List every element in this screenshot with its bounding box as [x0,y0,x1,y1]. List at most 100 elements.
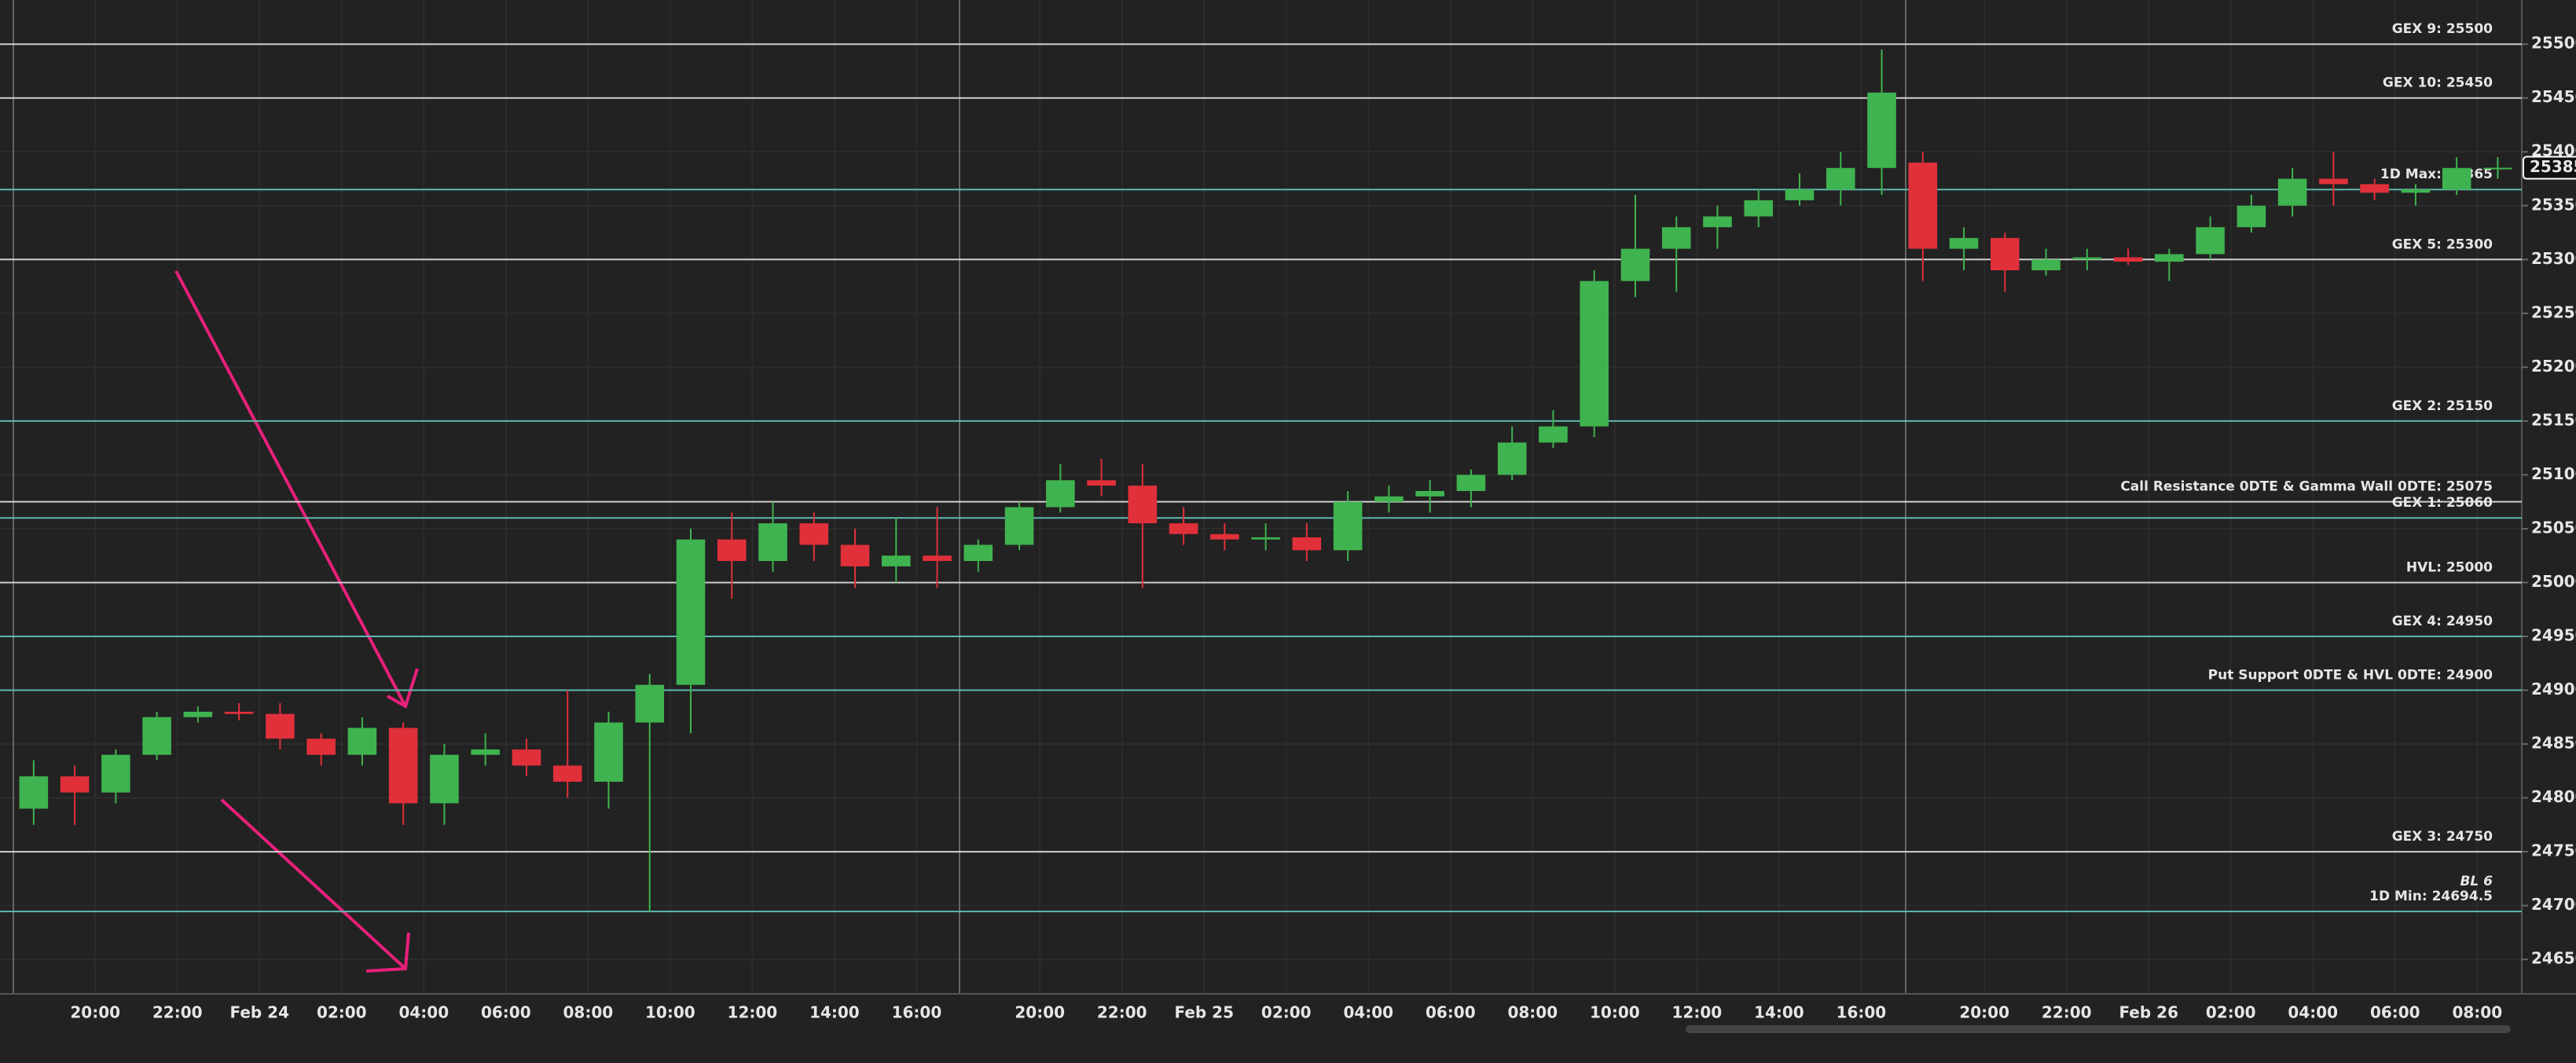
candle-body [430,754,459,804]
candle-body [266,713,295,739]
x-tick-label: 20:00 [1015,1003,1065,1022]
candle-body [1374,496,1404,502]
level-tag: BL 6 [2460,874,2493,889]
x-tick-label: 04:00 [2288,1003,2338,1022]
candle-body [1292,537,1322,551]
x-tick-label: 10:00 [645,1003,695,1022]
candle-body [1661,227,1691,249]
x-tick-label: 06:00 [2370,1003,2420,1022]
y-tick-label: 24950.00 [2531,625,2576,644]
candle-body [1785,189,1815,200]
x-tick-label: 06:00 [1426,1003,1476,1022]
level-label: Call Resistance 0DTE & Gamma Wall 0DTE: … [2120,479,2493,495]
candle-body [1004,507,1034,545]
candle-body [1867,92,1896,168]
candle-body [1210,533,1239,540]
candle-body [2155,254,2184,262]
candle-body [1456,475,1486,491]
level-label: GEX 9: 25500 [2392,21,2493,37]
candle-body [1991,237,2020,271]
level-label: HVL: 25000 [2406,559,2493,575]
candle-body [2401,189,2431,193]
candle-body [1703,216,1732,228]
x-tick-label: 04:00 [398,1003,449,1022]
y-tick-label: 24900.00 [2531,680,2576,698]
candle-body [512,749,541,766]
candle-body [142,717,171,755]
arrow-head [387,668,419,709]
y-tick-label: 24650.00 [2531,949,2576,968]
candle-body [963,544,993,562]
arrow-head [365,932,410,973]
candle-body [1826,167,1855,190]
candle-body [471,749,500,755]
x-tick-label: 20:00 [1959,1003,2009,1022]
y-tick-label: 24750.00 [2531,841,2576,860]
candle-body [717,539,747,562]
y-tick-label: 25100.00 [2531,464,2576,483]
candle-body [183,711,213,717]
candle-body [1497,442,1527,475]
x-tick-label: 16:00 [1837,1003,1887,1022]
level-label: GEX 2: 25150 [2392,398,2493,414]
x-tick-label: 02:00 [2206,1003,2256,1022]
candle-body [1333,501,1363,551]
x-tick-label: 22:00 [2042,1003,2092,1022]
candle-body [635,684,665,723]
candle-body [881,555,911,566]
x-tick-label: 22:00 [1097,1003,1147,1022]
candle-body [2031,259,2060,271]
level-label: GEX 4: 24950 [2392,614,2493,629]
y-tick-label: 25300.00 [2531,249,2576,268]
last-price-box [2523,156,2576,180]
x-tick-label: 16:00 [892,1003,942,1022]
x-tick-label: 04:00 [1343,1003,1393,1022]
candle-body [1415,490,1444,497]
y-tick-label: 24700.00 [2531,895,2576,914]
x-tick-label: 08:00 [2452,1003,2502,1022]
candle-body [552,765,582,783]
candle-body [2277,178,2307,206]
level-label: GEX 1: 25060 [2392,495,2493,511]
scrollbar[interactable] [1686,1025,2511,1033]
candle-body [388,728,418,804]
candle-body [1087,480,1116,486]
y-tick-label: 25000.00 [2531,572,2576,591]
x-tick-label: 22:00 [152,1003,203,1022]
x-tick-label: 12:00 [1672,1003,1723,1022]
annotation-arrows [174,270,419,973]
candle-body [2319,178,2348,185]
candle-body [1949,237,1979,249]
y-tick-label: 25350.00 [2531,195,2576,214]
x-tick-label: 12:00 [728,1003,778,1022]
candle-body [758,523,787,562]
level-label: 1D Min: 24694.5 [2369,889,2493,904]
y-tick-label: 25050.00 [2531,518,2576,537]
y-tick-label: 25150.00 [2531,410,2576,429]
candle-body [1539,426,1568,443]
x-tick-label: 08:00 [563,1003,614,1022]
x-tick-label: 14:00 [809,1003,860,1022]
candle-body [2360,184,2389,193]
candle-body [840,544,870,566]
y-tick-label: 25500.00 [2531,34,2576,53]
candle-body [2113,257,2143,262]
candle-body [101,754,130,793]
x-tick-label: Feb 26 [2119,1003,2178,1022]
candle-body [923,555,952,562]
candle-body [1046,480,1075,508]
x-tick-label: 10:00 [1590,1003,1640,1022]
y-tick-label: 25450.00 [2531,87,2576,106]
x-tick-label: 06:00 [481,1003,531,1022]
x-tick-label: Feb 24 [229,1003,289,1022]
candle-body [347,728,377,755]
x-tick-label: 02:00 [317,1003,367,1022]
candle-body [2483,167,2512,170]
candle-body [2237,205,2266,228]
y-tick-label: 24800.00 [2531,787,2576,806]
level-label: Put Support 0DTE & HVL 0DTE: 24900 [2208,668,2493,684]
candle-body [1128,486,1158,524]
candle-body [1251,537,1280,540]
